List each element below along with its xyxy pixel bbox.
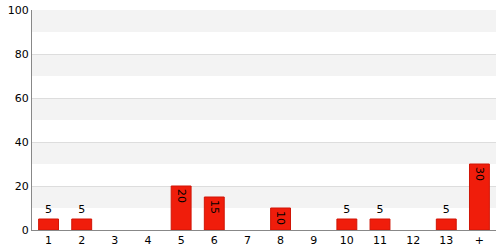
- svg-text:10: 10: [340, 234, 354, 247]
- svg-text:5: 5: [45, 203, 52, 216]
- svg-text:5: 5: [178, 234, 185, 247]
- svg-text:1: 1: [45, 234, 52, 247]
- svg-text:9: 9: [310, 234, 317, 247]
- svg-text:0: 0: [22, 224, 29, 237]
- svg-text:7: 7: [244, 234, 251, 247]
- svg-text:6: 6: [211, 234, 218, 247]
- svg-text:100: 100: [8, 4, 29, 17]
- svg-text:5: 5: [78, 203, 85, 216]
- svg-text:30: 30: [473, 167, 486, 181]
- svg-text:4: 4: [145, 234, 152, 247]
- svg-text:5: 5: [377, 203, 384, 216]
- svg-text:+: +: [475, 234, 484, 247]
- svg-text:11: 11: [373, 234, 387, 247]
- svg-text:3: 3: [111, 234, 118, 247]
- svg-text:12: 12: [406, 234, 420, 247]
- svg-text:15: 15: [208, 200, 221, 214]
- svg-text:5: 5: [443, 203, 450, 216]
- svg-text:10: 10: [274, 211, 287, 225]
- svg-text:20: 20: [175, 189, 188, 203]
- svg-text:40: 40: [15, 136, 29, 149]
- svg-text:13: 13: [439, 234, 453, 247]
- svg-text:2: 2: [78, 234, 85, 247]
- svg-text:80: 80: [15, 48, 29, 61]
- svg-text:20: 20: [15, 180, 29, 193]
- svg-text:60: 60: [15, 92, 29, 105]
- svg-text:5: 5: [343, 203, 350, 216]
- svg-text:8: 8: [277, 234, 284, 247]
